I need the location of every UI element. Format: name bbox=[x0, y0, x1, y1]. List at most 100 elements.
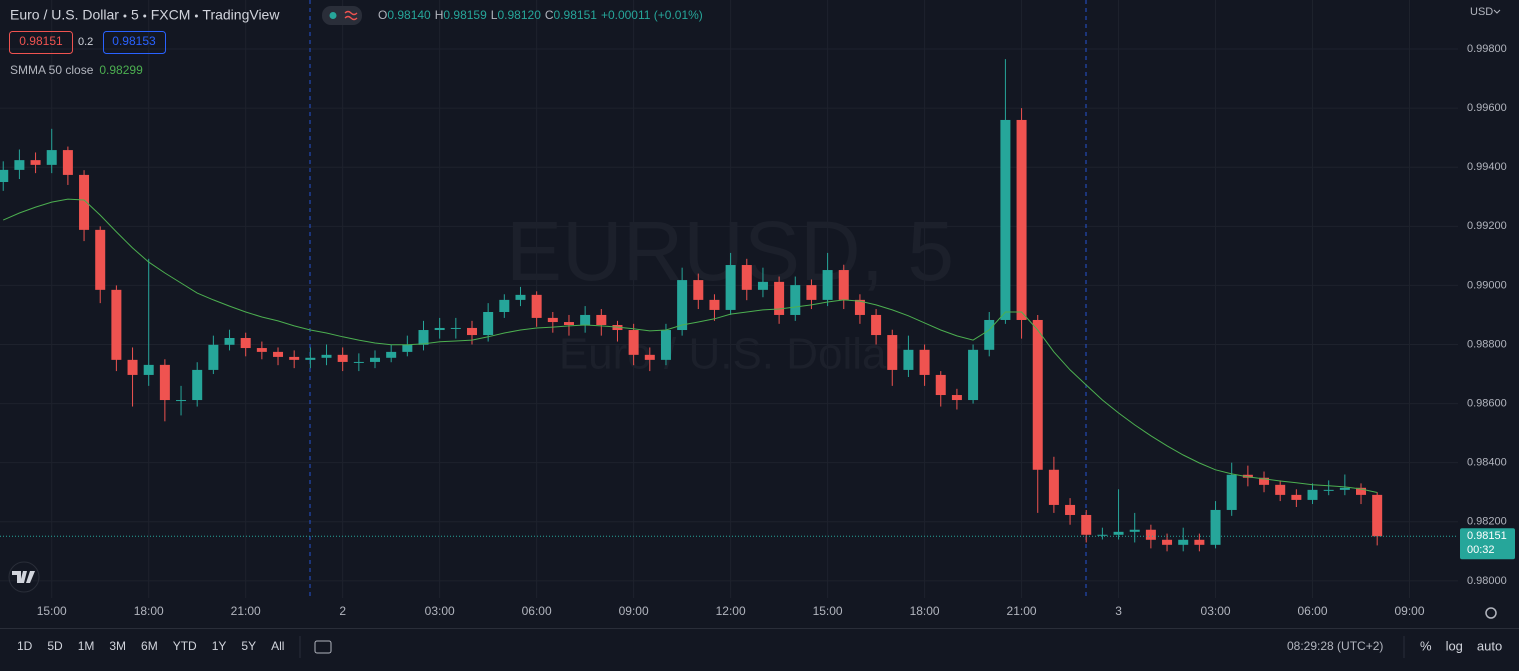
candle-body bbox=[580, 314, 591, 325]
ohlc-value: 0.98140 bbox=[387, 8, 431, 22]
ohlc-value: 0.98151 bbox=[554, 8, 598, 22]
candle-body bbox=[806, 285, 817, 300]
currency-selector[interactable]: USD bbox=[1470, 6, 1493, 18]
tv-logo[interactable] bbox=[12, 571, 35, 583]
x-tick-label: 03:00 bbox=[1201, 604, 1231, 618]
candle-body bbox=[660, 330, 671, 360]
candle-body bbox=[159, 364, 170, 401]
candle-body bbox=[1016, 119, 1027, 320]
sell-price[interactable]: 0.98151 bbox=[19, 34, 63, 48]
candle-body bbox=[30, 160, 41, 165]
candle-body bbox=[1291, 494, 1302, 500]
range-button[interactable]: 5D bbox=[47, 639, 63, 653]
candle-body bbox=[871, 314, 882, 336]
candle-body bbox=[62, 150, 73, 175]
candle-body bbox=[1032, 319, 1043, 470]
status-dot bbox=[329, 12, 337, 19]
scale-option[interactable]: % bbox=[1420, 638, 1432, 653]
candle-body bbox=[46, 150, 57, 165]
candle-body bbox=[563, 322, 574, 325]
price-tag-countdown: 00:32 bbox=[1467, 544, 1495, 556]
candle-body bbox=[1129, 529, 1140, 532]
candle-body bbox=[176, 400, 187, 402]
buy-button[interactable] bbox=[103, 31, 166, 54]
candle-body bbox=[774, 281, 785, 315]
ohlc-change: +0.00011 (+0.01%) bbox=[601, 8, 703, 22]
watermark-description: Euro / U.S. Dollar bbox=[559, 330, 901, 379]
candle-body bbox=[822, 270, 833, 300]
candle-body bbox=[677, 280, 688, 331]
candle-body bbox=[968, 349, 979, 401]
candle-body bbox=[1210, 509, 1221, 545]
status-icon bbox=[344, 10, 358, 21]
candle-body bbox=[499, 299, 510, 312]
indicator-line bbox=[2, 198, 1378, 493]
y-tick-label: 0.99600 bbox=[1467, 102, 1507, 114]
range-button[interactable]: 6M bbox=[141, 639, 158, 653]
candle-body bbox=[208, 344, 219, 370]
price-tag bbox=[1460, 528, 1515, 560]
range-button[interactable]: 5Y bbox=[241, 639, 256, 653]
candle-body bbox=[289, 356, 300, 360]
candle-body bbox=[854, 299, 865, 315]
range-button[interactable]: 1M bbox=[78, 639, 95, 653]
ohlc-value: 0.98120 bbox=[497, 8, 541, 22]
x-tick-label: 06:00 bbox=[1298, 604, 1328, 618]
watermark: EURUSD, 5 Euro / U.S. Dollar bbox=[506, 204, 954, 378]
candle-body bbox=[709, 299, 720, 310]
candle-body bbox=[353, 361, 364, 363]
candle-body bbox=[628, 330, 639, 355]
range-button[interactable]: All bbox=[271, 639, 284, 653]
candle-body bbox=[919, 349, 930, 375]
candle-body bbox=[757, 281, 768, 290]
candle-body bbox=[1372, 494, 1383, 537]
x-tick-label: 15:00 bbox=[813, 604, 843, 618]
date-range-icon[interactable] bbox=[314, 640, 332, 654]
candle-body bbox=[240, 338, 251, 349]
candle-body bbox=[79, 174, 90, 230]
x-tick-label: 21:00 bbox=[1007, 604, 1037, 618]
scale-option[interactable]: auto bbox=[1477, 638, 1502, 653]
range-button[interactable]: 1D bbox=[17, 639, 33, 653]
x-tick-label: 15:00 bbox=[37, 604, 67, 618]
candle-body bbox=[984, 319, 995, 350]
candle-body bbox=[1162, 539, 1173, 545]
settings-icon[interactable] bbox=[1485, 607, 1497, 619]
currency-caret bbox=[1493, 9, 1501, 14]
y-tick-label: 0.98600 bbox=[1467, 397, 1507, 409]
candle-body bbox=[95, 229, 106, 290]
x-tick-label: 06:00 bbox=[522, 604, 552, 618]
tv-logo-ring bbox=[8, 561, 40, 593]
range-button[interactable]: 3M bbox=[109, 639, 126, 653]
range-button[interactable]: 1Y bbox=[212, 639, 227, 653]
candle-body bbox=[1113, 531, 1124, 535]
candle-body bbox=[337, 354, 348, 362]
candle-body bbox=[741, 265, 752, 290]
candle-body bbox=[1259, 477, 1270, 485]
candle-body bbox=[1339, 487, 1350, 490]
candle-body bbox=[483, 312, 494, 336]
range-button[interactable]: YTD bbox=[173, 639, 197, 653]
scale-option[interactable]: log bbox=[1446, 638, 1463, 653]
sell-button[interactable] bbox=[9, 31, 73, 54]
candle-body bbox=[321, 354, 332, 358]
clock: 08:29:28 (UTC+2) bbox=[1287, 639, 1383, 653]
candle-body bbox=[790, 285, 801, 315]
x-tick-label: 09:00 bbox=[619, 604, 649, 618]
candle-body bbox=[386, 351, 397, 358]
candle-body bbox=[450, 327, 461, 329]
indicator-name: SMMA 50 close bbox=[10, 63, 94, 77]
y-tick-label: 0.98000 bbox=[1467, 575, 1507, 587]
ohlc-label: O bbox=[378, 8, 387, 22]
plot-area bbox=[0, 59, 1458, 552]
status-pill[interactable] bbox=[322, 6, 362, 25]
candle-body bbox=[402, 344, 413, 352]
x-tick-label: 3 bbox=[1115, 604, 1122, 618]
x-tick-label: 12:00 bbox=[716, 604, 746, 618]
y-tick-label: 0.99400 bbox=[1467, 161, 1507, 173]
candle-body bbox=[1097, 534, 1108, 536]
buy-price[interactable]: 0.98153 bbox=[112, 34, 156, 48]
x-tick-label: 03:00 bbox=[425, 604, 455, 618]
grid bbox=[0, 0, 1458, 598]
